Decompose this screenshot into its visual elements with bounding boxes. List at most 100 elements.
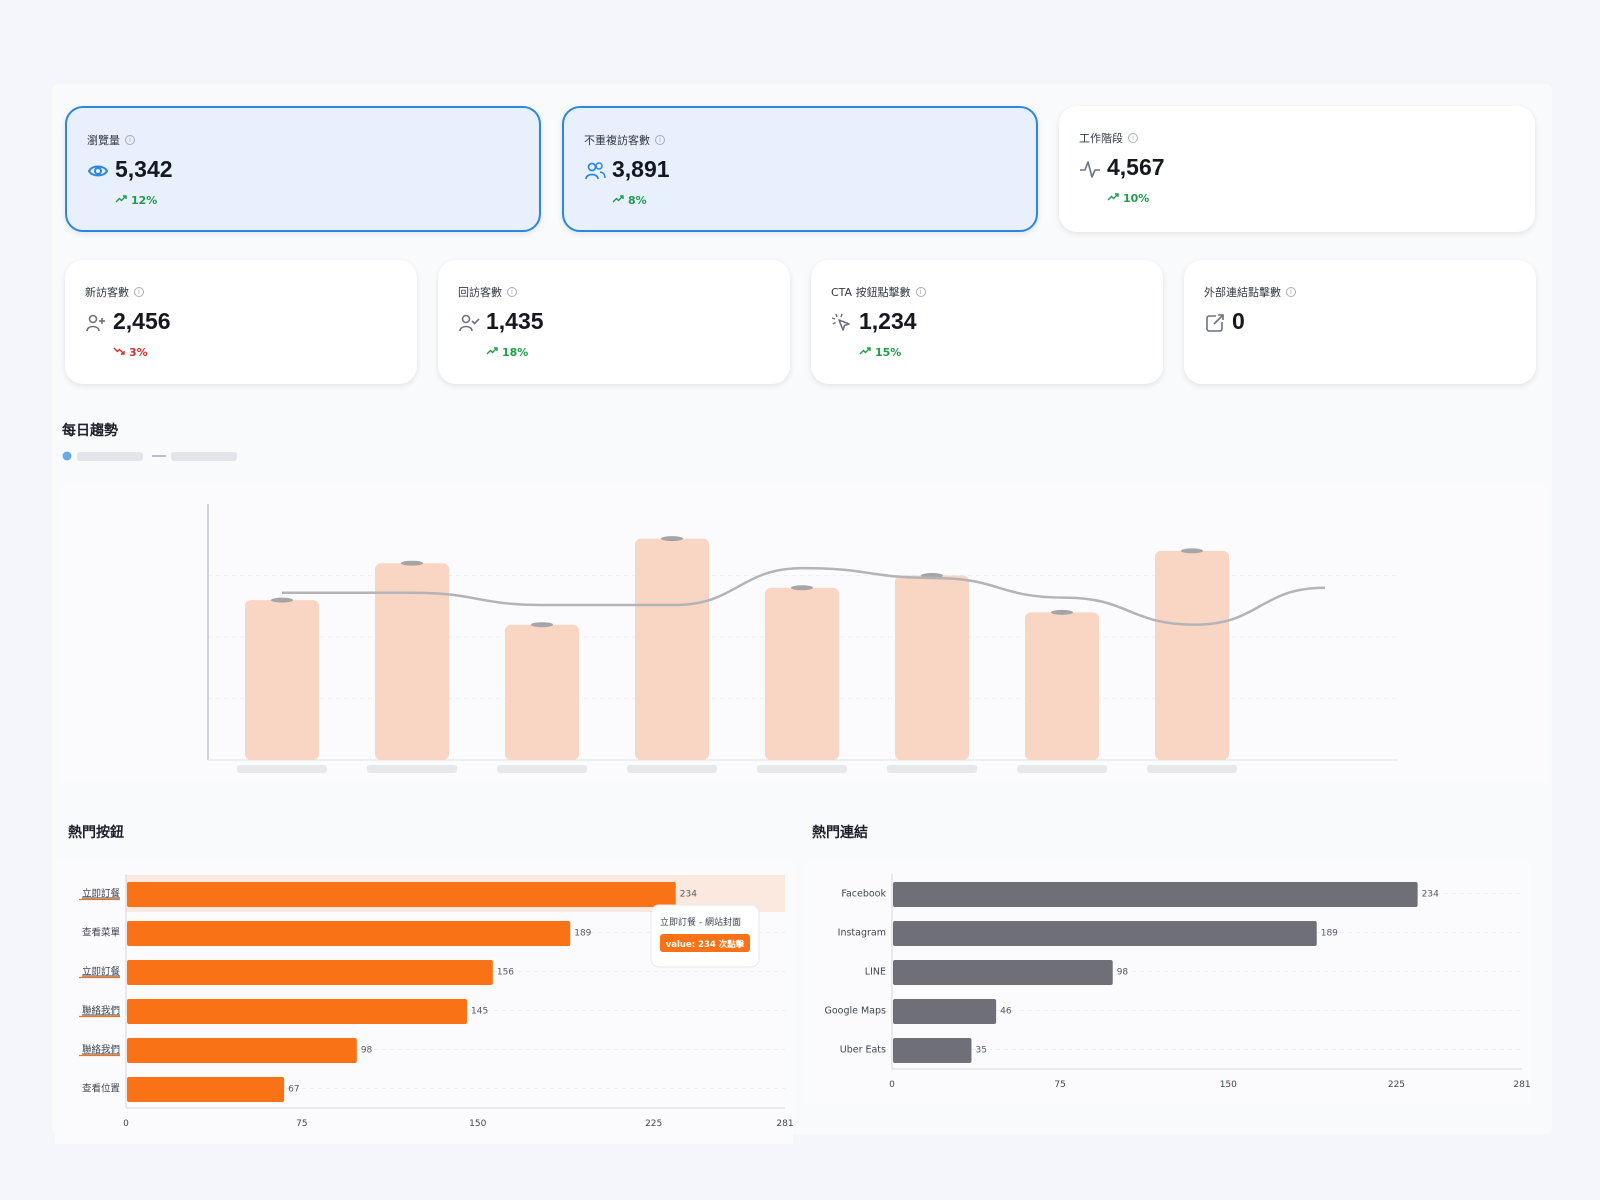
x-tick-label-placeholder (367, 765, 457, 773)
trend-bar[interactable] (245, 600, 319, 760)
trend-bar[interactable] (765, 587, 839, 760)
metric-card-value: 1,435 (486, 308, 544, 334)
bar[interactable] (127, 999, 468, 1024)
bar[interactable] (893, 921, 1317, 946)
x-tick-label: 281 (1513, 1080, 1530, 1090)
bar[interactable] (893, 960, 1113, 985)
bar[interactable] (893, 1038, 972, 1063)
x-tick-label-placeholder (1017, 765, 1107, 773)
metric-card-value: 3,891 (612, 156, 670, 182)
category-link-label[interactable]: 立即訂餐 (82, 966, 121, 978)
trend-up-icon (859, 346, 871, 359)
daily-trend-title: 每日趨勢 (62, 423, 118, 439)
x-tick-label-placeholder (627, 765, 717, 773)
metric-card-label: 外部連結點擊數 i (1204, 284, 1296, 300)
info-icon[interactable]: i (655, 135, 665, 145)
category-link-label[interactable]: 聯絡我們 (82, 1005, 120, 1017)
bar-value-label: 145 (471, 1007, 488, 1017)
x-tick-label: 75 (296, 1119, 307, 1129)
x-tick-label-placeholder (1147, 765, 1237, 773)
metric-card-label: 新訪客數 i (85, 284, 144, 300)
eye-icon (87, 165, 109, 177)
cursor-click-icon (831, 313, 850, 331)
bar[interactable] (893, 882, 1418, 907)
metric-card[interactable]: 工作階段 i 4,567 10% (1059, 106, 1535, 232)
metric-card-change: 15% (859, 346, 901, 359)
metric-card-change: 3% (113, 346, 148, 359)
metric-card[interactable]: 不重複訪客數 i 3,891 8% (562, 106, 1038, 232)
x-tick-label: 150 (469, 1119, 486, 1129)
x-tick-label: 0 (889, 1080, 895, 1090)
metric-card-label: 回訪客數 i (458, 284, 517, 300)
info-icon[interactable]: i (134, 287, 144, 297)
x-tick-label-placeholder (757, 765, 847, 773)
trend-bar-marker (661, 536, 683, 542)
trend-bar[interactable] (375, 563, 449, 760)
bar-value-label: 234 (680, 890, 697, 900)
trend-bar[interactable] (1155, 550, 1229, 760)
trend-bar-marker (401, 560, 423, 566)
info-icon[interactable]: i (1128, 133, 1138, 143)
metric-card[interactable]: CTA 按鈕點擊數 i 1,234 15% (811, 260, 1163, 384)
user-check-icon (459, 314, 480, 332)
info-icon[interactable]: i (125, 135, 135, 145)
metric-card-value: 1,234 (859, 308, 917, 334)
metric-card[interactable]: 外部連結點擊數 i 0 (1184, 260, 1536, 384)
metric-card[interactable]: 回訪客數 i 1,435 18% (438, 260, 790, 384)
bar[interactable] (127, 1038, 357, 1063)
trend-bar[interactable] (505, 624, 579, 760)
bar-value-label: 189 (1321, 929, 1338, 939)
trend-up-icon (1107, 192, 1119, 205)
metric-card-value: 4,567 (1107, 154, 1165, 180)
bar-value-label: 98 (1117, 968, 1129, 978)
metric-card[interactable]: 瀏覽量 i 5,342 12% (65, 106, 541, 232)
metric-card-label: 瀏覽量 i (87, 132, 135, 148)
trend-up-icon (612, 194, 624, 207)
category-label: LINE (865, 967, 886, 978)
bar[interactable] (893, 999, 997, 1024)
bar[interactable] (127, 921, 571, 946)
category-label: Facebook (841, 889, 886, 900)
trend-up-icon (115, 194, 127, 207)
category-label: Google Maps (824, 1006, 886, 1017)
info-icon[interactable]: i (1286, 287, 1296, 297)
trend-bar-marker (1181, 548, 1203, 554)
x-tick-label-placeholder (887, 765, 977, 773)
trend-bar-marker (791, 585, 813, 591)
legend-dot-icon (62, 451, 72, 461)
bar-value-label: 234 (1422, 890, 1439, 900)
trend-bar[interactable] (1025, 612, 1099, 760)
bar-value-label: 189 (574, 929, 591, 939)
activity-icon (1080, 161, 1100, 178)
bar[interactable] (127, 882, 676, 907)
bar[interactable] (127, 1077, 285, 1102)
daily-trend-chart (60, 451, 1548, 782)
category-link-label[interactable]: 聯絡我們 (82, 1044, 120, 1056)
metric-card-label: 工作階段 i (1079, 130, 1138, 146)
metric-card-change: 18% (486, 346, 528, 359)
category-label: Uber Eats (840, 1045, 886, 1056)
trend-bar[interactable] (895, 575, 969, 761)
bar-value-label: 98 (361, 1046, 373, 1056)
tooltip-value: value: 234 次點擊 (666, 939, 745, 950)
top-buttons-chart[interactable]: 234 立即訂餐 189 查看菜單 156 立即訂餐 145 聯絡我們 98 聯絡我們 67 查看位置… (0, 850, 800, 1150)
bar-value-label: 46 (1000, 1007, 1012, 1017)
bar[interactable] (127, 960, 493, 985)
x-tick-label: 225 (645, 1119, 662, 1129)
metric-card[interactable]: 新訪客數 i 2,456 3% (65, 260, 417, 384)
category-link-label[interactable]: 立即訂餐 (82, 888, 121, 900)
tooltip-title: 立即訂餐 - 網站封面 (660, 916, 741, 928)
category-label[interactable]: 查看菜單 (82, 927, 120, 939)
metric-card-value: 5,342 (115, 156, 173, 182)
tooltip: 立即訂餐 - 網站封面 value: 234 次點擊 (650, 904, 760, 968)
x-tick-label: 150 (1220, 1080, 1237, 1090)
category-label[interactable]: 查看位置 (82, 1083, 120, 1095)
trend-bar[interactable] (635, 538, 709, 760)
info-icon[interactable]: i (915, 287, 926, 297)
metric-card-label: CTA 按鈕點擊數 i (831, 284, 926, 300)
trend-line (281, 566, 1326, 626)
top-links-chart[interactable]: 234 Facebook 189 Instagram 98 LINE 46 Google Ma… (800, 850, 1600, 1150)
user-plus-icon (86, 314, 105, 332)
info-icon[interactable]: i (507, 287, 517, 297)
external-link-icon (1206, 314, 1224, 332)
